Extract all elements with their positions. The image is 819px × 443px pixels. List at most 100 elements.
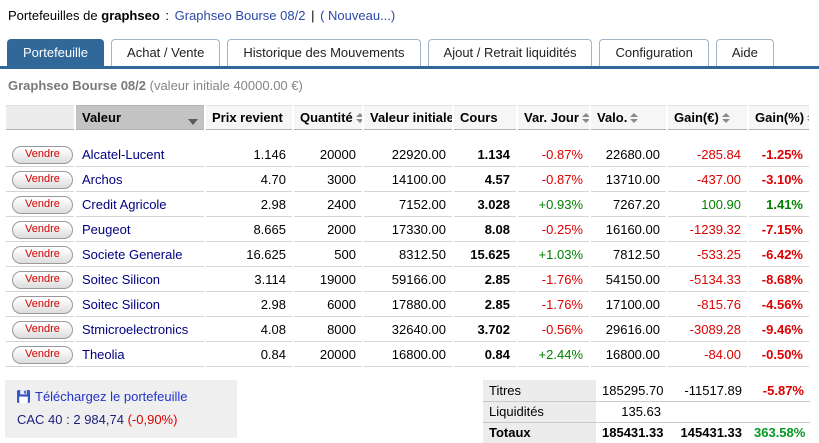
valo-cell: 22680.00	[591, 142, 666, 167]
quantite-cell: 19000	[294, 267, 362, 292]
valo-cell: 54150.00	[591, 267, 666, 292]
breadcrumb: Portefeuilles de graphseo : Graphseo Bou…	[0, 0, 819, 23]
header-valeur[interactable]: Valeur	[76, 105, 204, 130]
download-box: Téléchargez le portefeuille CAC 40 : 2 9…	[5, 380, 237, 438]
valeur-initiale-cell: 22920.00	[364, 142, 452, 167]
prix-revient-cell: 4.70	[206, 167, 292, 192]
header-action	[6, 105, 74, 130]
gain-pct-cell: -1.25%	[749, 142, 809, 167]
header-prix-revient[interactable]: Prix revient	[206, 105, 292, 130]
save-disk-icon	[17, 390, 30, 403]
stock-link[interactable]: Theolia	[82, 346, 125, 362]
var-jour-cell: -0.87%	[518, 167, 589, 192]
summary-label: Liquidités	[483, 401, 596, 422]
gain-pct-cell: -9.46%	[749, 317, 809, 342]
summary-gain-pct: -5.87%	[762, 382, 804, 398]
header-spacer	[6, 130, 809, 142]
gain-pct-cell: -4.56%	[749, 292, 809, 317]
action-cell: Vendre	[6, 242, 74, 267]
sell-button[interactable]: Vendre	[12, 245, 73, 264]
table-row: Vendre Societe Generale 16.625 500 8312.…	[6, 242, 809, 267]
valo-cell: 7267.20	[591, 192, 666, 217]
sort-icon	[355, 112, 362, 123]
sell-button[interactable]: Vendre	[12, 295, 73, 314]
new-portfolio-link[interactable]: ( Nouveau...)	[320, 8, 396, 23]
stock-link[interactable]: Societe Generale	[82, 246, 183, 262]
table-row: Vendre Soitec Silicon 2.98 6000 17880.00…	[6, 292, 809, 317]
action-cell: Vendre	[6, 267, 74, 292]
gain-eur-cell: -1239.32	[668, 217, 747, 242]
tab-portefeuille[interactable]: Portefeuille	[7, 39, 105, 66]
cours-cell: 1.134	[454, 142, 516, 167]
header-valeur-initiale[interactable]: Valeur initiale	[364, 105, 452, 130]
cours-cell: 3.028	[454, 192, 516, 217]
prix-revient-cell: 1.146	[206, 142, 292, 167]
summary-table: Titres 185295.70 -11517.89 -5.87% Liquid…	[483, 380, 810, 443]
quantite-cell: 500	[294, 242, 362, 267]
portfolio-initial-value: (valeur initiale 40000.00 €)	[149, 78, 303, 93]
gain-pct-cell: -8.68%	[749, 267, 809, 292]
summary-row: Liquidités 135.63	[483, 401, 810, 422]
title-prefix: Portefeuilles de	[8, 8, 98, 23]
header-gain-pct[interactable]: Gain(%)	[749, 105, 809, 130]
download-portfolio-link[interactable]: Téléchargez le portefeuille	[35, 389, 188, 404]
table-row: Vendre Credit Agricole 2.98 2400 7152.00…	[6, 192, 809, 217]
tab-aide[interactable]: Aide	[715, 39, 774, 66]
sell-button[interactable]: Vendre	[12, 320, 73, 339]
valo-cell: 16800.00	[591, 342, 666, 367]
tab-historique-mouvements[interactable]: Historique des Mouvements	[227, 39, 421, 66]
var-jour-cell: +1.03%	[518, 242, 589, 267]
header-var-jour[interactable]: Var. Jour	[518, 105, 589, 130]
stock-name-cell: Stmicroelectronics	[76, 317, 204, 342]
valeur-initiale-cell: 7152.00	[364, 192, 452, 217]
stock-link[interactable]: Soitec Silicon	[82, 271, 161, 287]
quantite-cell: 8000	[294, 317, 362, 342]
cours-cell: 0.84	[454, 342, 516, 367]
gain-eur-cell: 100.90	[668, 192, 747, 217]
tab-achat-vente[interactable]: Achat / Vente	[111, 39, 221, 66]
stock-link[interactable]: Peugeot	[82, 221, 131, 237]
quantite-cell: 2000	[294, 217, 362, 242]
header-valo[interactable]: Valo.	[591, 105, 666, 130]
gain-pct-cell: -3.10%	[749, 167, 809, 192]
tab-ajout-retrait-liquidites[interactable]: Ajout / Retrait liquidités	[427, 39, 593, 66]
portfolio-link[interactable]: Graphseo Bourse 08/2	[174, 8, 306, 23]
stock-link[interactable]: Credit Agricole	[82, 196, 167, 212]
sell-button[interactable]: Vendre	[12, 170, 73, 189]
table-row: Vendre Stmicroelectronics 4.08 8000 3264…	[6, 317, 809, 342]
valo-cell: 29616.00	[591, 317, 666, 342]
sell-button[interactable]: Vendre	[12, 195, 73, 214]
valeur-initiale-cell: 17880.00	[364, 292, 452, 317]
cours-cell: 15.625	[454, 242, 516, 267]
cours-cell: 3.702	[454, 317, 516, 342]
stock-link[interactable]: Soitec Silicon	[82, 296, 161, 312]
table-row: Vendre Archos 4.70 3000 14100.00 4.57 -0…	[6, 167, 809, 192]
summary-gain-eur: -11517.89	[684, 382, 742, 398]
sell-button[interactable]: Vendre	[12, 345, 73, 364]
stock-link[interactable]: Archos	[82, 171, 123, 187]
header-gain-eur[interactable]: Gain(€)	[668, 105, 747, 130]
sell-button[interactable]: Vendre	[12, 270, 73, 289]
gain-eur-cell: -5134.33	[668, 267, 747, 292]
var-jour-cell: -0.25%	[518, 217, 589, 242]
summary-row: Totaux 185431.33 145431.33 363.58%	[483, 422, 810, 443]
cac40-variation: (-0,90%)	[127, 412, 178, 427]
tab-configuration[interactable]: Configuration	[599, 39, 709, 66]
header-cours[interactable]: Cours	[454, 105, 516, 130]
stock-link[interactable]: Stmicroelectronics	[82, 321, 189, 337]
sell-button[interactable]: Vendre	[12, 145, 73, 164]
stock-link[interactable]: Alcatel-Lucent	[82, 146, 165, 162]
valo-cell: 17100.00	[591, 292, 666, 317]
valo-cell: 7812.50	[591, 242, 666, 267]
summary-row: Titres 185295.70 -11517.89 -5.87%	[483, 380, 810, 401]
var-jour-cell: +0.93%	[518, 192, 589, 217]
prix-revient-cell: 4.08	[206, 317, 292, 342]
header-quantite[interactable]: Quantité	[294, 105, 362, 130]
valeur-initiale-cell: 59166.00	[364, 267, 452, 292]
prix-revient-cell: 2.98	[206, 192, 292, 217]
table-header-row: Valeur Prix revient Quantité Valeur init…	[6, 105, 809, 130]
cours-cell: 2.85	[454, 267, 516, 292]
stock-name-cell: Soitec Silicon	[76, 292, 204, 317]
table-row: Vendre Soitec Silicon 3.114 19000 59166.…	[6, 267, 809, 292]
sell-button[interactable]: Vendre	[12, 220, 73, 239]
